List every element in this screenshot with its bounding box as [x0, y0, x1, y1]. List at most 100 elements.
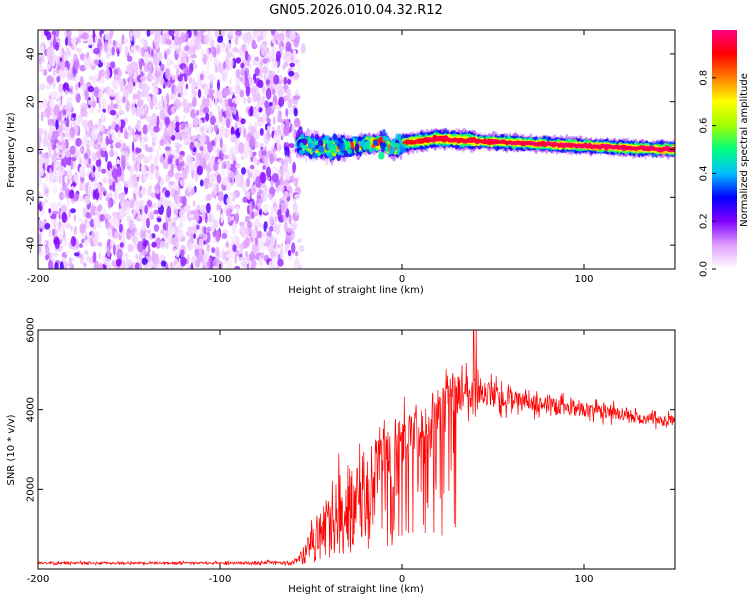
spectrogram-noise-blob [217, 35, 224, 40]
spectrogram-noise-blob [277, 258, 284, 267]
spectrogram-noise-blob [176, 60, 183, 66]
spectrogram-noise-blob [262, 203, 269, 214]
spectrogram-noise-blob [60, 248, 64, 253]
spectrogram-noise-blob [204, 212, 208, 224]
spectrogram-noise-blob [153, 93, 156, 105]
spectrogram-noise-blob [175, 84, 182, 94]
spectrogram-noise-blob [257, 202, 262, 210]
spectrogram-noise-blob [225, 160, 232, 170]
spectrogram-noise-blob [170, 106, 176, 114]
spectrogram-noise-blob [106, 245, 111, 258]
spectrogram-noise-blob [65, 37, 69, 46]
spectrogram-noise-blob [60, 47, 65, 60]
spectrogram-noise-blob [205, 226, 212, 232]
spectrogram-noise-blob [300, 43, 306, 54]
spectrogram-noise-blob [194, 260, 201, 268]
spectrogram-noise-blob [62, 109, 67, 116]
spectrogram-noise-blob [109, 167, 112, 179]
spectrogram-noise-blob [64, 125, 69, 138]
spectrogram-noise-blob [216, 43, 220, 56]
spectrogram-noise-blob [220, 30, 227, 37]
spectrogram-x-tick-label: 0 [399, 274, 405, 285]
spectrogram-noise-blob [173, 34, 180, 46]
spectrogram-noise-blob [222, 61, 226, 70]
spectrogram-noise-blob [101, 111, 105, 122]
spectrogram-noise-blob [143, 155, 148, 164]
spectrogram-noise-blob [105, 67, 110, 80]
spectrogram-noise-blob [189, 214, 195, 219]
spectrogram-noise-blob [126, 55, 133, 62]
spectrogram-noise-blob [93, 235, 99, 247]
spectrogram-noise-blob [153, 57, 160, 67]
spectrogram-noise-blob [59, 50, 63, 56]
spectrogram-noise-blob [203, 226, 207, 236]
spectrogram-noise-blob [152, 138, 158, 144]
spectrogram-noise-blob [147, 95, 151, 102]
spectrogram-noise-blob [109, 109, 117, 116]
colorbar-scale [712, 30, 737, 269]
spectrogram-noise-blob [48, 259, 54, 269]
spectrogram-noise-blob [233, 223, 238, 229]
spectrogram-noise-blob [110, 30, 114, 38]
spectrogram-noise-blob [116, 166, 122, 178]
spectrogram-noise-blob [254, 111, 260, 119]
spectrogram-noise-blob [154, 188, 160, 194]
spectrogram-noise-blob [229, 192, 236, 197]
spectrogram-noise-blob [265, 79, 270, 85]
spectrogram-noise-blob [234, 114, 239, 122]
spectrogram-noise-blob [170, 201, 174, 210]
spectrogram-noise-blob [240, 226, 247, 232]
spectrogram-noise-blob [158, 74, 164, 84]
spectrogram-noise-blob [50, 203, 53, 208]
spectrogram-noise-blob [97, 204, 103, 212]
spectrogram-noise-blob [261, 95, 266, 105]
colorbar-tick-label: 0.0 [699, 261, 710, 277]
spectrogram-noise-blob [104, 30, 110, 41]
spectrogram-noise-blob [145, 115, 152, 123]
spectrogram-noise-blob [99, 187, 106, 193]
spectrogram-noise-blob [288, 143, 295, 148]
spectrogram-noise-blob [65, 222, 71, 229]
spectrogram-noise-blob [285, 235, 292, 244]
spectrogram-noise-blob [147, 186, 152, 197]
spectrogram-track-spot [347, 148, 352, 155]
spectrogram-noise-blob [82, 223, 87, 229]
spectrogram-noise-blob [75, 47, 81, 53]
spectrogram-noise-blob [235, 57, 242, 64]
spectrogram-noise-blob [81, 119, 88, 128]
spectrogram-noise-blob [146, 200, 153, 207]
spectrogram-noise-blob [51, 153, 57, 164]
spectrogram-noise-blob [132, 224, 137, 229]
spectrogram-noise-blob [225, 105, 233, 118]
spectrogram-noise-blob [55, 30, 60, 38]
spectrogram-noise-blob [153, 224, 160, 233]
spectrogram-noise-blob [68, 189, 75, 199]
spectrogram-noise-blob [284, 146, 290, 158]
spectrogram-noise-blob [75, 93, 81, 103]
spectrogram-noise-blob [132, 93, 139, 100]
spectrogram-noise-blob [199, 73, 204, 81]
spectrogram-noise-blob [215, 230, 221, 242]
spectrogram-noise-blob [164, 81, 167, 88]
spectrogram-noise-blob [87, 183, 92, 195]
spectrogram-noise-blob [229, 205, 236, 210]
spectrogram-noise-blob [236, 173, 243, 182]
spectrogram-noise-blob [252, 94, 258, 103]
spectrogram-noise-blob [291, 124, 295, 133]
spectrogram-noise-blob [40, 30, 44, 40]
spectrogram-noise-blob [73, 214, 77, 222]
spectrogram-noise-blob [134, 62, 139, 74]
spectrogram-noise-blob [163, 95, 167, 108]
spectrogram-noise-blob [291, 242, 296, 254]
spectrogram-noise-blob [160, 177, 164, 186]
spectrogram-noise-blob [117, 130, 121, 138]
snr-frame [37, 329, 676, 570]
spectrogram-noise-blob [248, 263, 252, 269]
spectrogram-noise-blob [67, 211, 71, 220]
spectrogram-noise-blob [270, 198, 278, 203]
spectrogram-noise-blob [178, 223, 184, 229]
spectrogram-noise-blob [79, 64, 86, 72]
spectrogram-noise-blob [245, 177, 251, 188]
spectrogram-noise-blob [113, 103, 119, 109]
